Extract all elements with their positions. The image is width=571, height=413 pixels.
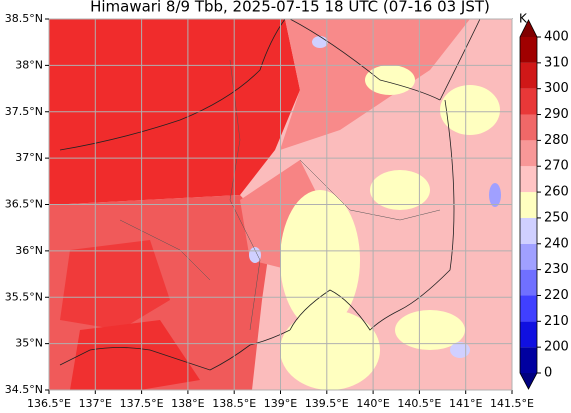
colorbar-tick-label: 0 (544, 366, 552, 381)
x-tick-label: 141°E (449, 397, 482, 409)
colorbar-tick-label: 310 (544, 55, 569, 70)
colorbar-segment (520, 321, 537, 348)
y-tick-label: 35.5°N (5, 290, 43, 303)
colorbar-tick-label: 250 (544, 210, 569, 225)
colorbar-segment (520, 37, 537, 63)
x-tick-label: 136.5°E (27, 397, 71, 409)
y-tick-label: 34.5°N (5, 383, 43, 396)
y-tick-label: 38°N (15, 58, 43, 71)
colorbar-segment (520, 347, 537, 373)
x-tick-label: 138.5°E (212, 397, 256, 409)
x-tick-label: 140.5°E (397, 397, 441, 409)
y-tick-label: 37.5°N (5, 105, 43, 118)
colorbar-tick-label: 240 (544, 236, 569, 251)
x-tick-label: 138°E (171, 397, 204, 409)
colorbar-tick-label: 210 (544, 314, 569, 329)
colorbar-tick-label: 400 (544, 30, 569, 45)
colorbar-segment (520, 243, 537, 270)
colorbar-over (520, 20, 537, 37)
x-tick-label: 140°E (356, 397, 389, 409)
x-tick-label: 139.5°E (305, 397, 349, 409)
x-tick-label: 137°E (79, 397, 112, 409)
colorbar-segment (520, 166, 537, 193)
colorbar-tick-label: 260 (544, 185, 569, 200)
y-tick-label: 36.5°N (5, 198, 43, 211)
colorbar-tick-label: 200 (544, 340, 569, 355)
colorbar-label: K (519, 12, 528, 26)
y-tick-label: 38.5°N (5, 12, 43, 25)
x-tick-label: 137.5°E (120, 397, 164, 409)
colorbar-under (520, 373, 537, 389)
colorbar-segment (520, 88, 537, 115)
y-tick-label: 36°N (15, 244, 43, 257)
colorbar-tick-label: 270 (544, 159, 569, 174)
y-tick-label: 35°N (15, 337, 43, 350)
colorbar-tick-label: 290 (544, 107, 569, 122)
x-tick-label: 141.5°E (490, 397, 534, 409)
colorbar-tick-label: 220 (544, 288, 569, 303)
colorbar-tick-label: 280 (544, 133, 569, 148)
colorbar-segment (520, 140, 537, 167)
colorbar-segment (520, 62, 537, 89)
colorbar-tick-label: 230 (544, 262, 569, 277)
map-title: Himawari 8/9 Tbb, 2025-07-15 18 UTC (07-… (90, 0, 490, 16)
y-tick-label: 37°N (15, 151, 43, 164)
x-tick-label: 139°E (264, 397, 297, 409)
colorbar-segment (520, 114, 537, 141)
colorbar-segment (520, 295, 537, 322)
colorbar-segment (520, 192, 537, 218)
colorbar-tick-label: 300 (544, 81, 569, 96)
colorbar-segment (520, 217, 537, 244)
colorbar-segment (520, 269, 537, 296)
